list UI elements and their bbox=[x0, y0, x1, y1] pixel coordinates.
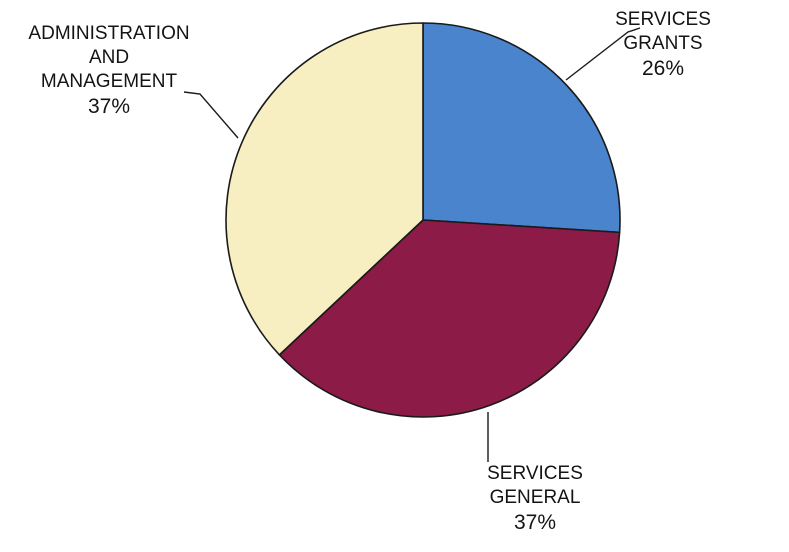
label-administration-management-percent: 37% bbox=[87, 95, 131, 118]
slice-services-general bbox=[278, 219, 621, 418]
label-administration-management-line-3: MANAGEMENT bbox=[40, 71, 178, 92]
leader-line-services-grants bbox=[565, 27, 641, 81]
label-administration-management-line-2: AND bbox=[88, 47, 130, 68]
leader-line-administration-management bbox=[183, 91, 239, 139]
label-services-grants-percent: 26% bbox=[641, 57, 685, 80]
label-services-grants-line-1: SERVICES bbox=[615, 9, 711, 30]
label-services-general-line-2: GENERAL bbox=[489, 487, 581, 508]
slice-services-grants bbox=[422, 22, 621, 234]
slice-administration-management bbox=[225, 22, 424, 356]
label-services-general-percent: 37% bbox=[513, 511, 557, 534]
label-services-grants-line-2: GRANTS bbox=[623, 33, 703, 54]
label-services-general-line-1: SERVICES bbox=[487, 463, 583, 484]
label-administration-management: ADMINISTRATION AND MANAGEMENT 37% bbox=[4, 22, 214, 120]
label-services-general: SERVICES GENERAL 37% bbox=[465, 462, 605, 536]
label-administration-management-line-1: ADMINISTRATION bbox=[28, 23, 190, 44]
label-services-grants: SERVICES GRANTS 26% bbox=[598, 8, 728, 82]
